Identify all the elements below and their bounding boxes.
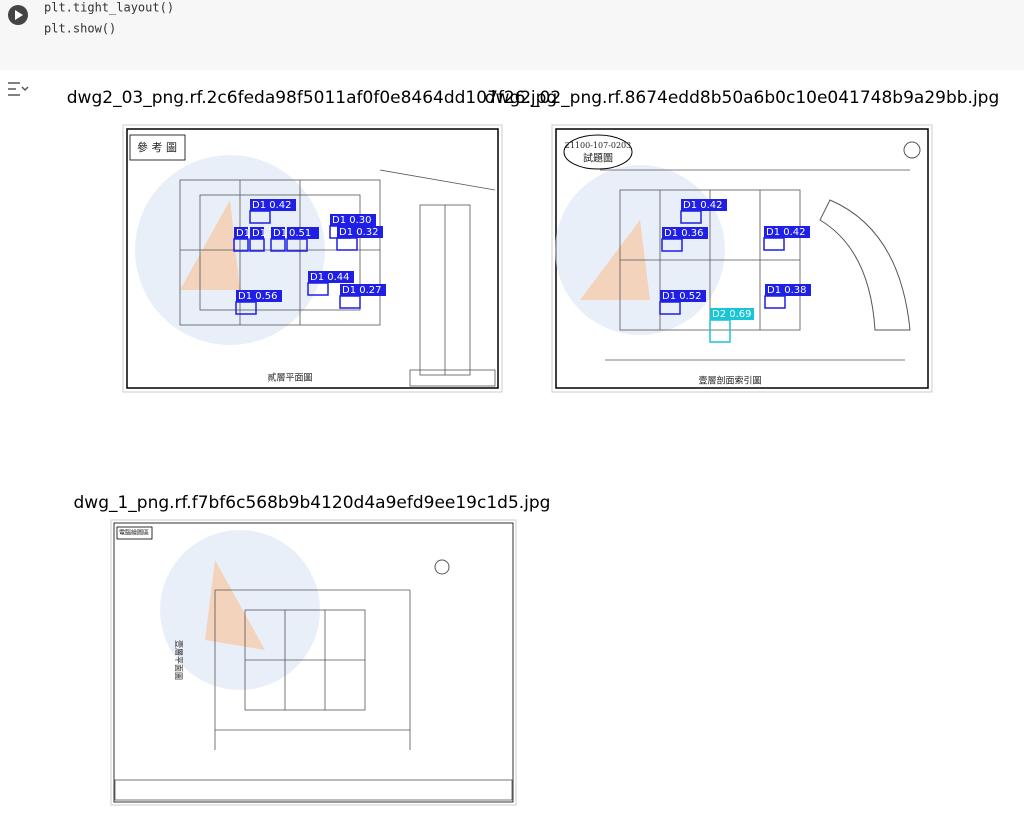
- detection-label: D1: [252, 228, 266, 239]
- code-line: plt.show(): [44, 22, 116, 36]
- detection-label: D1 0.42: [683, 200, 723, 211]
- code-line: plt.tight_layout(): [44, 1, 174, 15]
- detection-tag: [308, 271, 354, 283]
- run-icon: [15, 10, 23, 20]
- detection-tag: [660, 290, 706, 302]
- detection-tag: [662, 227, 708, 239]
- image-label: 參 考 圖: [137, 140, 177, 154]
- figure-title: dwg2_02_png.rf.8674edd8b50a6b0c10e041748…: [485, 88, 1000, 108]
- image-label: 壹層剖面索引圖: [698, 375, 761, 387]
- image-label: 試題圖: [583, 152, 613, 165]
- image-label: 壹層平面圖: [174, 640, 184, 680]
- detection-label: D1 0.52: [662, 291, 702, 302]
- detection-tag: [330, 214, 376, 226]
- detection-tag: [234, 227, 248, 239]
- detection-label: 0.51: [289, 228, 311, 239]
- detection-label: D2 0.69: [712, 309, 752, 320]
- image-label: 電腦繪圖區: [119, 529, 149, 537]
- detection-label: D1 0.42: [252, 200, 292, 211]
- detection-tag: [765, 284, 811, 296]
- detection-label: D1 0.30: [332, 215, 372, 226]
- figure-title: dwg_1_png.rf.f7bf6c568b9b4120d4a9efd9ee1…: [74, 493, 551, 513]
- detection-tag: [710, 308, 754, 320]
- detection-tag: [287, 227, 319, 239]
- detection-label: D1 0.36: [664, 228, 704, 239]
- detection-label: D1 0.42: [766, 227, 806, 238]
- detection-tag: [337, 226, 383, 238]
- detection-label: D1: [273, 228, 287, 239]
- detection-label: D1 0.56: [238, 291, 278, 302]
- image-label: 21100-107-0203: [565, 141, 631, 150]
- detection-tag: [271, 227, 285, 239]
- image: [110, 519, 517, 806]
- detection-label: D1 0.44: [310, 272, 350, 283]
- detection-tag: [250, 199, 296, 211]
- image: [551, 124, 933, 393]
- detection-tag: [236, 290, 282, 302]
- output-toggle[interactable]: [8, 82, 29, 96]
- detection-label: D1 0.38: [767, 285, 807, 296]
- figure-title: dwg2_03_png.rf.2c6feda98f5011af0f0e8464d…: [67, 88, 557, 108]
- detection-tag: [764, 226, 810, 238]
- image: [122, 124, 503, 393]
- image-label: 貳層平面圖: [267, 372, 312, 384]
- detection-label: D1: [236, 228, 250, 239]
- detection-tag: [250, 227, 264, 239]
- detection-tag: [681, 199, 727, 211]
- detection-tag: [340, 284, 386, 296]
- detection-label: D1 0.32: [339, 227, 379, 238]
- code-cell: [0, 0, 1024, 70]
- detection-label: D1 0.27: [342, 285, 382, 296]
